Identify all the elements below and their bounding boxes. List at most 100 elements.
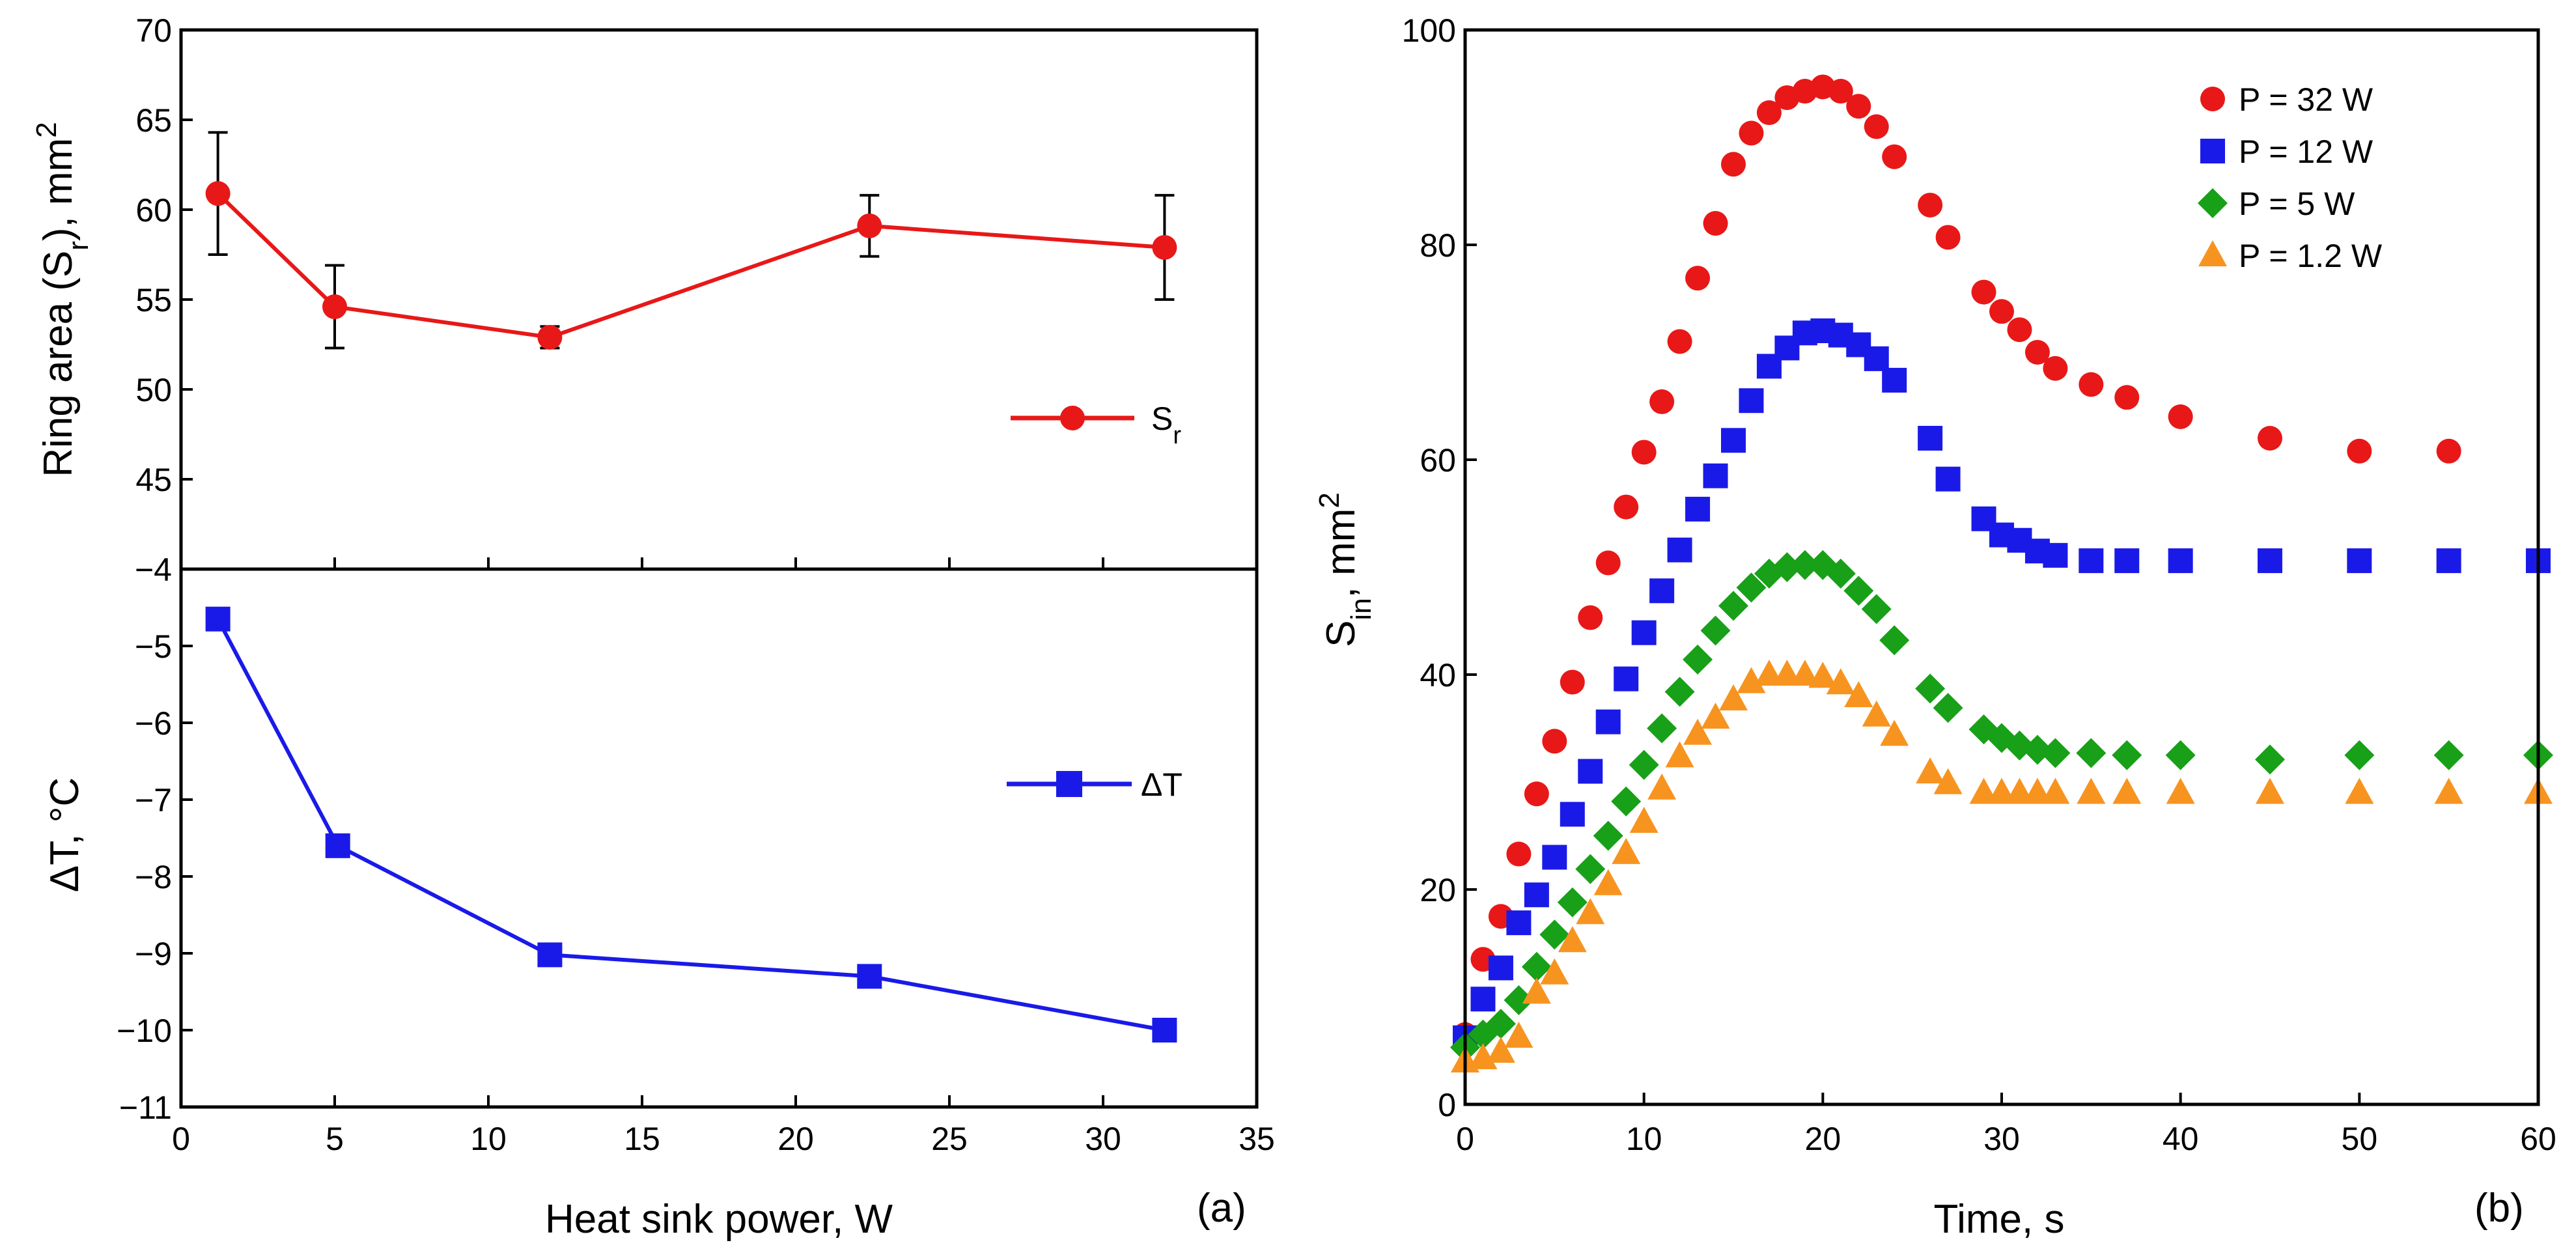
data-point xyxy=(1918,192,1943,217)
data-point xyxy=(2168,404,2193,429)
data-point xyxy=(2436,548,2461,574)
data-point xyxy=(1614,494,1639,520)
data-point xyxy=(1882,367,1907,393)
legend-label-dt: ΔT xyxy=(1141,766,1183,803)
y-tick-label: 70 xyxy=(135,12,172,49)
data-point xyxy=(2077,777,2106,804)
data-point-dt xyxy=(205,606,231,632)
data-point-sr xyxy=(1152,234,1177,260)
x-tick-label: 0 xyxy=(1456,1121,1474,1157)
data-point xyxy=(1558,926,1587,953)
data-point xyxy=(1647,773,1677,800)
data-point xyxy=(1808,662,1838,688)
data-point xyxy=(1593,820,1623,851)
data-point-sr xyxy=(857,213,882,238)
data-point xyxy=(1935,466,1961,492)
data-point xyxy=(1880,720,1909,746)
data-point xyxy=(1789,550,1820,580)
data-point xyxy=(1843,576,1874,606)
data-point-dt xyxy=(857,964,882,989)
data-point xyxy=(1701,703,1730,729)
data-point xyxy=(1506,910,1532,936)
data-point xyxy=(1719,684,1748,710)
panel-a-top-series xyxy=(205,131,1177,350)
ylabel-main: Ring area (S xyxy=(36,251,81,477)
y-tick-label: 0 xyxy=(1438,1087,1456,1123)
data-point xyxy=(2041,777,2070,804)
data-point xyxy=(1772,552,1802,582)
legend-marker xyxy=(2198,240,2227,266)
data-point xyxy=(1756,100,1782,126)
ylabel-end: , mm xyxy=(1319,509,1364,598)
data-point xyxy=(2114,385,2140,410)
data-point xyxy=(1667,537,1692,563)
legend-label-sr: Sr xyxy=(1151,400,1181,449)
x-tick-label: 10 xyxy=(1626,1121,1662,1157)
data-point xyxy=(1685,496,1711,522)
data-point xyxy=(1879,625,1910,656)
data-point xyxy=(1540,958,1569,985)
ylabel-sup: 2 xyxy=(31,122,63,137)
series-p-1-2-w xyxy=(1451,660,2553,1072)
data-point-sr xyxy=(322,294,347,320)
data-point xyxy=(2168,548,2193,574)
data-point xyxy=(1575,854,1606,884)
ylabel-sup: 2 xyxy=(1313,492,1345,508)
x-tick-label: 50 xyxy=(2342,1121,2378,1157)
data-point xyxy=(1683,718,1713,745)
data-point xyxy=(1539,919,1570,950)
data-point xyxy=(1578,759,1603,784)
y-tick-label: 65 xyxy=(135,102,172,139)
x-tick-label: 5 xyxy=(326,1121,344,1157)
data-point xyxy=(2079,372,2104,397)
data-point xyxy=(1557,887,1588,917)
data-point xyxy=(1470,987,1496,1012)
ylabel-sub: r xyxy=(63,241,94,251)
data-point xyxy=(1576,898,1605,925)
data-point xyxy=(2258,548,2282,574)
legend-marker xyxy=(2198,188,2228,218)
panel-b: 0 20 40 60 80 100 0 10 20 30 40 50 60 Sin, mm2 Time,… xyxy=(1313,12,2556,1242)
y-tick-label: −7 xyxy=(135,782,172,819)
panel-a-bottom: −4−5−6−7−8−9−10−110 5 10 15 20 25 30 35 ΔT, °C … xyxy=(42,552,1275,1242)
data-point xyxy=(2112,740,2142,770)
ylabel-sub: in xyxy=(1345,598,1377,620)
data-point xyxy=(2024,340,2050,365)
y-tick-label: 55 xyxy=(135,282,172,318)
data-point xyxy=(1864,346,1889,371)
data-point xyxy=(1989,299,2014,324)
data-point-dt xyxy=(325,833,350,858)
data-point xyxy=(1595,709,1621,735)
panel-b-legend: P = 32 W P = 12 W P = 5 W P = 1.2 W xyxy=(2198,81,2383,274)
data-point xyxy=(1560,669,1585,695)
data-point xyxy=(1861,594,1892,624)
data-point xyxy=(1521,951,1552,982)
data-point xyxy=(1542,729,1567,754)
data-point xyxy=(1918,426,1943,451)
data-point xyxy=(1649,578,1675,604)
data-point xyxy=(1504,1022,1533,1048)
data-point xyxy=(2112,777,2142,804)
data-point xyxy=(1846,94,1871,119)
legend-marker xyxy=(2200,87,2225,111)
data-point xyxy=(2165,740,2196,770)
data-point xyxy=(1614,666,1639,692)
x-tick-label: 30 xyxy=(1983,1121,2020,1157)
data-point xyxy=(1933,693,1963,723)
data-point xyxy=(2434,777,2463,804)
data-point xyxy=(1485,1009,1516,1039)
data-point xyxy=(1664,677,1695,707)
data-point xyxy=(1826,668,1855,695)
data-point xyxy=(1524,781,1549,807)
data-point xyxy=(1864,114,1889,139)
data-point xyxy=(2344,740,2375,770)
y-tick-label: −6 xyxy=(135,705,172,742)
legend-label: P = 32 W xyxy=(2239,81,2373,118)
data-point xyxy=(1629,807,1659,833)
data-point xyxy=(1595,550,1621,576)
data-point xyxy=(1825,558,1856,589)
y-tick-label: 100 xyxy=(1402,12,1456,49)
data-point xyxy=(1739,120,1764,146)
panel-a-bottom-legend: ΔT xyxy=(1007,766,1183,803)
